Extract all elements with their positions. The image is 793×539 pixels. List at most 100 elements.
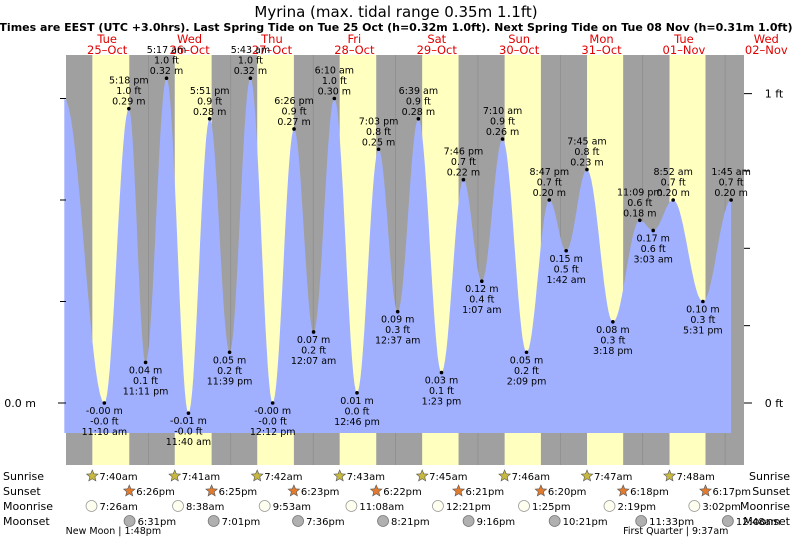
tide-point-12 [332, 96, 337, 101]
right-tick-label: 0 ft [765, 397, 784, 410]
day-date-6: 31–Oct [581, 43, 622, 57]
tide-label-line: 0.18 m [623, 208, 656, 219]
sunset-time: 6:17pm [712, 487, 751, 498]
tide-label-line: 0.17 m [636, 233, 669, 244]
tide-label-line: 0.28 m [402, 107, 435, 118]
row-label-right-0: Sunrise [749, 470, 790, 483]
tide-label-line: 12:37 am [375, 336, 420, 347]
tide-label-line: 0.12 m [465, 284, 498, 295]
moonrise-time: 8:38am [186, 502, 224, 513]
tide-label-line: 0.10 m [686, 305, 719, 316]
tide-label-line: 1.0 ft [322, 76, 347, 87]
moon-phase-label-0: New Moon | 1:48pm [66, 526, 161, 537]
tide-label-line: 0.1 ft [133, 376, 158, 387]
row-label-left-2: Moonrise [3, 500, 53, 513]
row-label-right-3: Moonset [743, 515, 790, 528]
tide-label-line: -0.01 m [170, 416, 207, 427]
day-labels: Tue25–OctWed26–OctThu27–OctFri28–OctSat2… [87, 32, 788, 57]
tide-label-line: 0.6 ft [641, 244, 666, 255]
tide-label-line: 0.28 m [193, 107, 226, 118]
tide-point-2 [127, 106, 131, 111]
tide-label-line: 0.29 m [112, 97, 145, 108]
tide-label-14: 7:03 pm0.8 ft0.25 m [359, 116, 399, 148]
sunrise-icon [250, 469, 264, 482]
day-date-7: 01–Nov [663, 43, 706, 57]
tide-point-21 [524, 350, 529, 355]
sunrise-time: 7:42am [264, 472, 302, 483]
sunrise-time: 7:48am [677, 472, 715, 483]
moonrise-icon [603, 500, 616, 512]
tide-point-9 [270, 401, 275, 405]
tide-label-line: -0.0 ft [174, 427, 203, 438]
moonrise-icon [172, 500, 184, 512]
tide-label-line: 0.3 ft [600, 335, 625, 346]
tide-label-26: 11:09 pm0.6 ft0.18 m [617, 187, 663, 219]
sunset-time: 6:21pm [466, 487, 505, 498]
tide-label-line: 0.22 m [447, 168, 480, 179]
tide-point-29 [701, 299, 705, 304]
day-date-1: 26–Oct [169, 43, 210, 57]
tide-label-line: 0.9 ft [282, 106, 307, 117]
tide-point-30 [729, 198, 733, 202]
tide-label-line: 1.0 ft [154, 56, 179, 67]
tide-label-line: 6:39 am [399, 86, 438, 97]
tide-label-line: -0.00 m [86, 406, 123, 417]
day-name-6: Mon [589, 32, 613, 46]
tide-label-line: 5:51 pm [190, 86, 230, 97]
day-name-3: Fri [348, 32, 362, 46]
tide-label-line: 0.32 m [234, 66, 267, 77]
moon-phase-label-1: First Quarter | 9:37am [623, 526, 728, 537]
tide-label-line: 0.7 ft [719, 178, 744, 189]
moonset-icon [635, 515, 648, 527]
tide-point-13 [355, 391, 359, 395]
tide-label-30: 1:45 am0.7 ft0.20 m [711, 167, 750, 199]
tide-label-24: 7:45 am0.8 ft0.23 m [567, 137, 606, 169]
moonset-icon [548, 515, 561, 527]
tide-label-line: 8:52 am [653, 167, 692, 178]
tide-point-25 [611, 320, 615, 324]
day-name-2: Thu [260, 32, 283, 46]
tide-label-line: 0.9 ft [406, 96, 431, 107]
tide-label-line: 2:09 pm [507, 376, 547, 387]
row-label-left-3: Moonset [3, 515, 50, 528]
tide-label-line: 0.20 m [656, 188, 689, 199]
tide-label-line: 0.8 ft [366, 127, 391, 138]
tide-label-line: 11:40 am [166, 437, 211, 448]
tide-label-4: 5:17 am1.0 ft0.32 m [147, 45, 186, 77]
tide-label-line: 12:12 pm [250, 427, 296, 438]
tide-point-28 [671, 198, 675, 202]
tide-point-23 [564, 248, 568, 253]
moonrise-time: 1:25pm [532, 502, 571, 513]
tide-point-14 [376, 147, 381, 152]
tide-label-line: 0.01 m [340, 396, 373, 407]
sun-moon-table: Sunrise Sunrise Sunset Sunset Moonrise Moonri… [3, 469, 791, 537]
moonset-time: 12:48am [736, 517, 781, 528]
sunset-icon [452, 484, 466, 497]
moonset-time: 10:21pm [563, 517, 608, 528]
sunrise-icon [168, 469, 182, 482]
day-name-4: Sat [427, 32, 446, 46]
moonset-time: 11:33pm [649, 517, 694, 528]
tide-label-line: 0.26 m [486, 127, 519, 138]
tide-label-28: 8:52 am0.7 ft0.20 m [653, 167, 692, 199]
tide-label-line: 0.2 ft [514, 366, 539, 377]
sunrise-icon [415, 469, 429, 482]
sunrise-icon [85, 469, 99, 482]
tide-label-line: 0.0 ft [344, 406, 369, 417]
tide-label-20: 7:10 am0.9 ft0.26 m [483, 106, 522, 138]
tide-label-line: 0.2 ft [217, 366, 242, 377]
sunset-time: 6:26pm [136, 487, 175, 498]
tide-point-11 [311, 330, 316, 334]
day-name-8: Wed [754, 32, 779, 46]
sunset-time: 6:23pm [301, 487, 340, 498]
tide-label-line: 0.09 m [381, 315, 414, 326]
tide-label-line: 6:10 am [315, 66, 354, 77]
tide-label-6: 5:51 pm0.9 ft0.28 m [190, 86, 230, 118]
tide-label-line: 0.20 m [533, 188, 566, 199]
tide-label-line: 0.23 m [570, 158, 603, 169]
